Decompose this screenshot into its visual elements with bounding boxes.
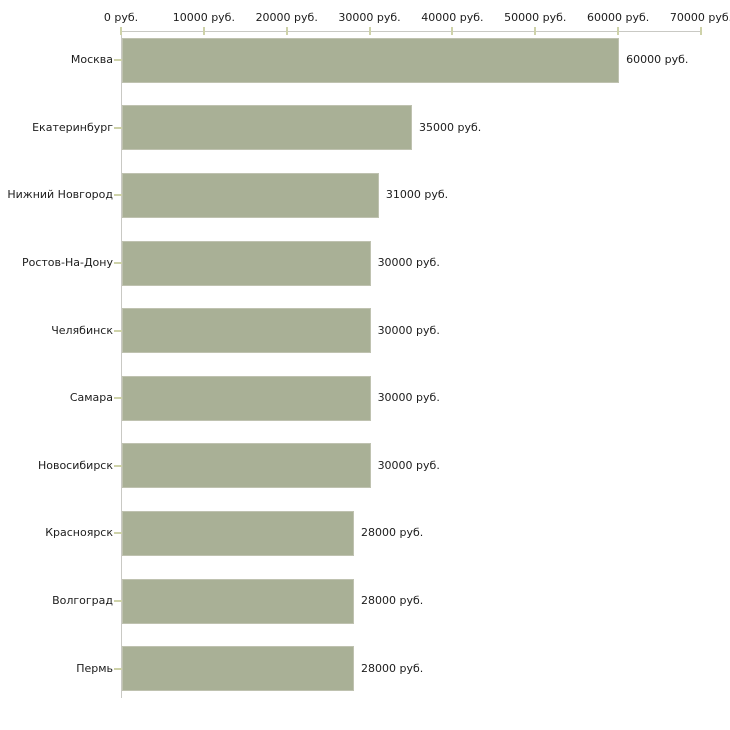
bar: [122, 443, 371, 489]
value-label: 35000 руб.: [419, 120, 482, 134]
x-tick-mark: [617, 27, 620, 35]
y-tick-mark: [114, 59, 122, 62]
bar: [122, 375, 371, 421]
bar: [122, 172, 379, 218]
y-axis-line: [121, 31, 122, 698]
y-tick-mark: [114, 600, 122, 602]
x-tick-mark: [534, 27, 537, 35]
y-tick-mark: [114, 126, 122, 129]
value-label: 28000 руб.: [361, 661, 424, 675]
x-tick-mark: [202, 27, 205, 35]
y-tick-mark: [114, 464, 122, 467]
bar: [122, 105, 412, 151]
x-tick-label: 0 руб.: [103, 11, 139, 24]
bar: [122, 578, 354, 624]
category-label: Челябинск: [51, 323, 113, 337]
category-label: Пермь: [76, 661, 113, 675]
x-tick-mark: [700, 27, 702, 35]
x-tick-label: 30000 руб.: [338, 11, 401, 24]
category-label: Новосибирск: [37, 458, 113, 472]
category-label: Самара: [69, 391, 113, 405]
y-tick-mark: [114, 532, 122, 535]
bar: [122, 308, 371, 354]
x-tick-label: 40000 руб.: [421, 11, 484, 24]
bar: [122, 37, 620, 83]
x-tick-mark: [120, 27, 122, 35]
y-tick-mark: [114, 329, 122, 332]
value-label: 30000 руб.: [377, 323, 440, 337]
x-axis-line: [121, 31, 702, 32]
y-tick-mark: [114, 397, 122, 400]
x-tick-label: 20000 руб.: [255, 11, 318, 24]
bar: [122, 240, 371, 286]
x-tick-mark: [451, 27, 454, 35]
x-tick-label: 70000 руб.: [669, 11, 730, 24]
x-tick-label: 50000 руб.: [504, 11, 567, 24]
value-label: 28000 руб.: [361, 594, 424, 607]
category-label: Волгоград: [52, 594, 113, 607]
bar: [122, 646, 354, 692]
value-label: 28000 руб.: [361, 526, 424, 540]
category-label: Нижний Новгород: [7, 188, 113, 202]
x-tick-label: 10000 руб.: [172, 11, 235, 24]
y-tick-mark: [114, 667, 122, 670]
category-label: Красноярск: [45, 526, 113, 540]
value-label: 31000 руб.: [385, 188, 449, 202]
y-tick-mark: [114, 194, 122, 197]
x-tick-mark: [368, 27, 371, 35]
category-label: Москва: [70, 53, 113, 67]
value-label: 30000 руб.: [377, 391, 440, 405]
category-label: Ростов-На-Дону: [21, 256, 113, 269]
y-tick-mark: [114, 262, 122, 264]
value-label: 30000 руб.: [377, 458, 440, 472]
value-label: 60000 руб.: [626, 53, 689, 67]
category-label: Екатеринбург: [32, 120, 113, 134]
x-tick-mark: [285, 27, 288, 35]
value-label: 30000 руб.: [377, 256, 440, 269]
bar: [122, 510, 354, 556]
x-tick-label: 60000 руб.: [587, 11, 650, 24]
